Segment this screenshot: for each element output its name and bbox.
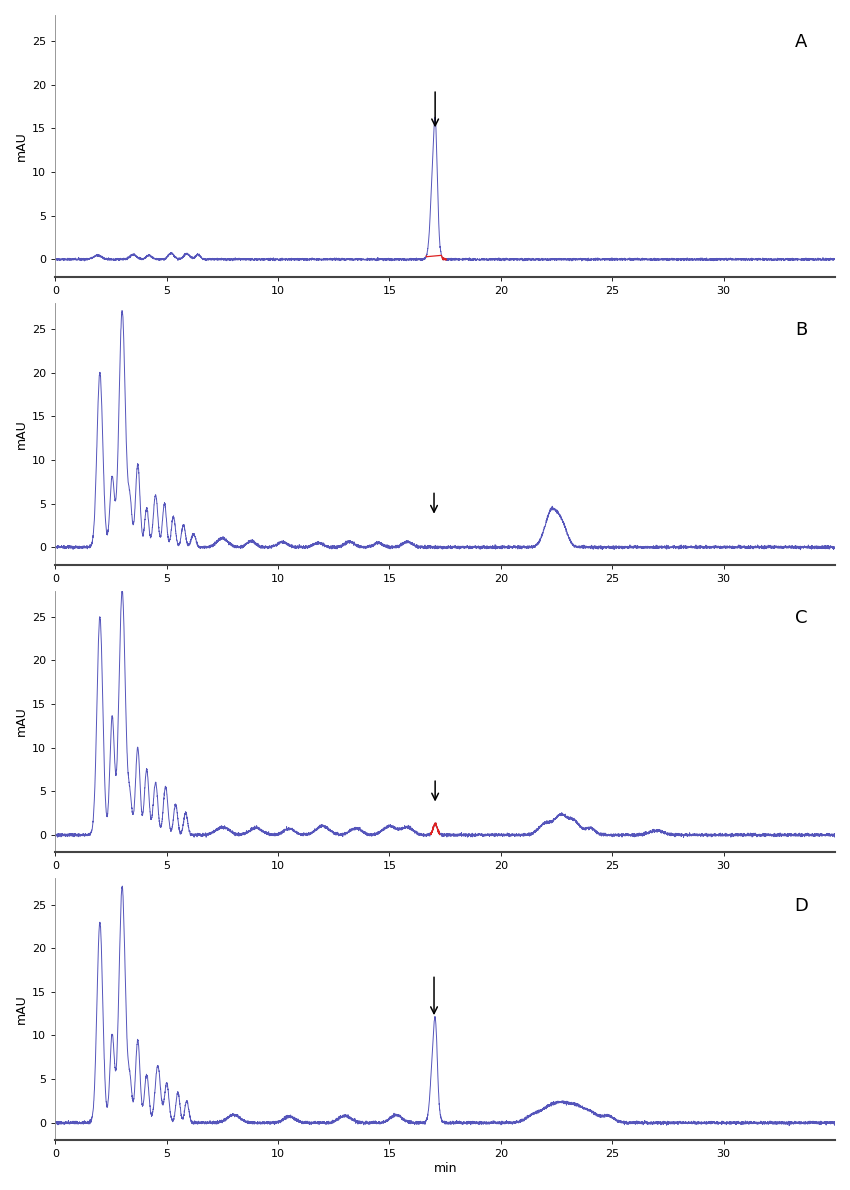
Text: B: B (796, 321, 807, 339)
Text: A: A (796, 33, 807, 51)
Text: D: D (794, 897, 808, 915)
Y-axis label: mAU: mAU (15, 707, 28, 737)
Text: C: C (796, 609, 807, 627)
X-axis label: min: min (434, 1161, 457, 1175)
Y-axis label: mAU: mAU (15, 131, 28, 161)
Y-axis label: mAU: mAU (15, 995, 28, 1025)
Y-axis label: mAU: mAU (15, 419, 28, 449)
